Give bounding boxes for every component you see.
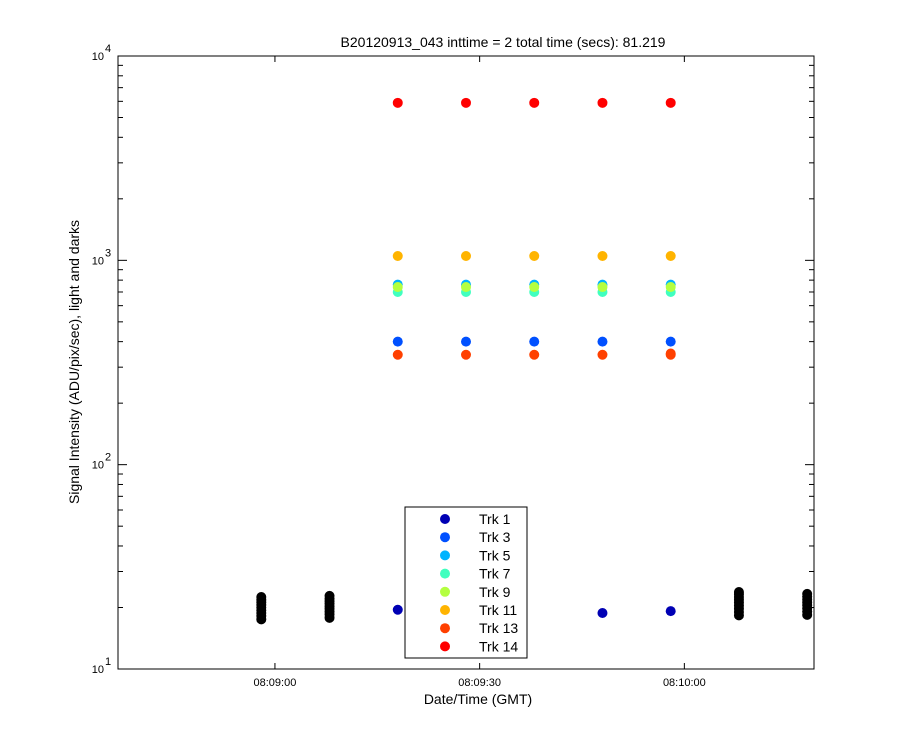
data-point-trk-14 <box>529 97 540 108</box>
x-tick-label: 08:10:00 <box>663 677 706 689</box>
data-point-trk-11 <box>665 251 676 262</box>
x-axis-label: Date/Time (GMT) <box>424 691 532 707</box>
data-point-trk-1 <box>392 604 403 615</box>
legend-marker <box>440 514 450 524</box>
data-point-trk-14 <box>665 97 676 108</box>
legend-label: Trk 11 <box>479 602 517 618</box>
data-point-trk-14 <box>392 97 403 108</box>
data-point-trk-13 <box>529 349 540 360</box>
y-tick-exponent: 2 <box>105 452 111 464</box>
legend-marker <box>440 532 450 543</box>
data-point-trk-13 <box>461 349 471 360</box>
legend-item-trk-3[interactable]: Trk 3 <box>440 529 511 545</box>
data-point-trk-14 <box>461 97 471 108</box>
legend-label: Trk 1 <box>479 511 511 527</box>
y-tick-label: 10 <box>92 460 104 472</box>
data-point-trk-13 <box>597 349 608 360</box>
legend-item-trk-9[interactable]: Trk 9 <box>440 584 511 600</box>
legend-box <box>404 506 528 659</box>
data-point-trk-3 <box>392 336 403 347</box>
legend-item-trk-5[interactable]: Trk 5 <box>440 547 511 563</box>
legend-label: Trk 13 <box>479 620 518 636</box>
y-tick-exponent: 1 <box>105 656 111 668</box>
plot-marks <box>256 97 813 625</box>
x-tick-label: 08:09:00 <box>254 677 297 689</box>
data-point-trk-9 <box>665 282 676 293</box>
chart-title: B20120913_043 inttime = 2 total time (se… <box>341 34 666 50</box>
data-point-trk-11 <box>529 251 540 262</box>
data-point-trk-9 <box>529 282 540 293</box>
y-tick-label: 10 <box>92 255 104 267</box>
x-tick-label: 08:09:30 <box>458 677 501 689</box>
legend-marker <box>440 605 450 615</box>
legend-item-trk-11[interactable]: Trk 11 <box>440 602 517 618</box>
data-point-trk-3 <box>461 336 471 347</box>
data-point-trk-11 <box>461 251 471 262</box>
data-point-trk-3 <box>529 336 540 347</box>
dark-point <box>733 587 744 598</box>
data-point-trk-3 <box>597 336 608 347</box>
y-tick-label: 10 <box>92 51 104 63</box>
data-point-trk-1 <box>665 606 676 617</box>
legend-marker <box>440 641 450 652</box>
y-axis-label: Signal Intensity (ADU/pix/sec), light an… <box>66 220 82 504</box>
legend-marker <box>440 550 450 561</box>
y-tick-label: 10 <box>92 664 104 676</box>
legend-item-trk-13[interactable]: Trk 13 <box>440 620 518 636</box>
legend-marker <box>440 586 450 597</box>
legend-label: Trk 14 <box>479 638 518 654</box>
legend-marker <box>440 568 450 579</box>
data-point-trk-11 <box>597 251 608 262</box>
y-tick-exponent: 3 <box>105 247 111 259</box>
legend-marker <box>440 623 450 634</box>
data-point-trk-9 <box>597 282 608 293</box>
legend[interactable]: Trk 1 Trk 3 Trk 5 Trk 7 Trk 9 Trk 11 Trk 13 Trk… <box>404 506 528 659</box>
data-point-trk-9 <box>461 282 471 293</box>
data-point-trk-11 <box>392 251 403 262</box>
legend-item-trk-1[interactable]: Trk 1 <box>440 511 511 527</box>
legend-item-trk-14[interactable]: Trk 14 <box>440 638 518 654</box>
data-point-trk-1 <box>597 607 608 618</box>
legend-label: Trk 3 <box>479 529 511 545</box>
data-point-trk-13 <box>392 349 403 360</box>
data-point-trk-14 <box>597 97 608 108</box>
data-point-trk-9 <box>392 282 403 293</box>
dark-point <box>802 588 813 599</box>
data-point-trk-3 <box>665 336 676 347</box>
dark-point <box>324 590 335 601</box>
legend-item-trk-7[interactable]: Trk 7 <box>440 566 511 582</box>
data-point-trk-13 <box>665 348 676 359</box>
legend-label: Trk 9 <box>479 584 511 600</box>
dark-point <box>256 592 267 603</box>
plot-frame <box>117 55 815 670</box>
legend-label: Trk 5 <box>479 547 511 563</box>
y-tick-exponent: 4 <box>105 43 111 55</box>
legend-label: Trk 7 <box>479 566 511 582</box>
